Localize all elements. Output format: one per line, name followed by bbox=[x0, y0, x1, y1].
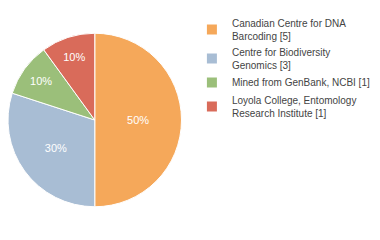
svg-text:10%: 10% bbox=[63, 51, 85, 63]
svg-text:Loyola College, EntomologyRese: Loyola College, EntomologyResearch Insti… bbox=[232, 95, 357, 119]
svg-text:Canadian Centre for DNABarcodi: Canadian Centre for DNABarcoding [5] bbox=[232, 18, 346, 42]
svg-text:Centre for BiodiversityGenomic: Centre for BiodiversityGenomics [3] bbox=[232, 47, 330, 71]
svg-text:Mined from GenBank, NCBI [1]: Mined from GenBank, NCBI [1] bbox=[232, 77, 370, 88]
svg-text:50%: 50% bbox=[127, 114, 149, 126]
svg-text:10%: 10% bbox=[30, 75, 52, 87]
svg-text:30%: 30% bbox=[45, 142, 67, 154]
